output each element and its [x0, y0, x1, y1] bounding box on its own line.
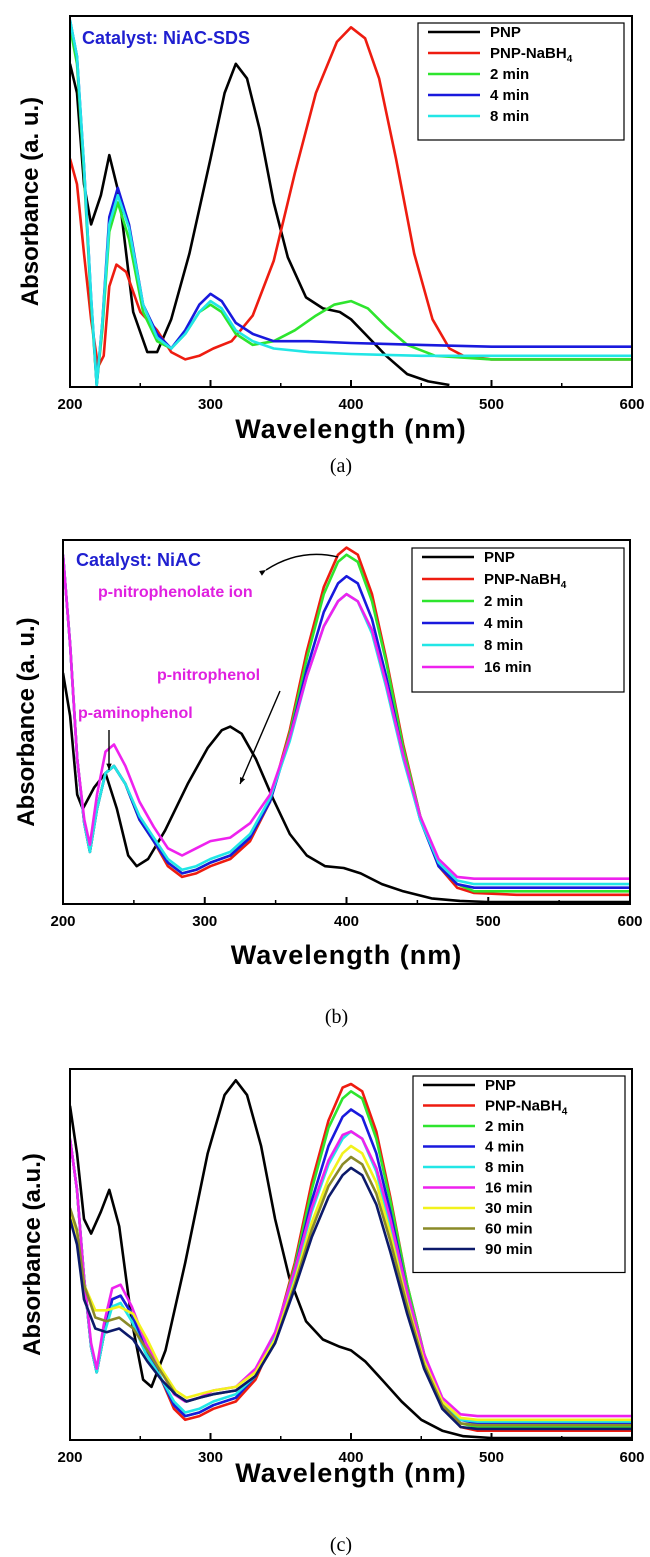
legend-entry: 8 min	[485, 1159, 524, 1176]
x-tick-label: 300	[198, 396, 223, 413]
series-line-16-min	[70, 1130, 632, 1418]
x-tick-label: 600	[619, 396, 644, 413]
x-tick-label: 500	[479, 1449, 504, 1466]
annotation-arrow	[265, 553, 339, 571]
legend-entry: 2 min	[490, 66, 529, 83]
legend-entry: 4 min	[484, 615, 523, 632]
chart-panel-b: 200 300 400 500 600 Wavelength (nm) Absorbance…	[13, 539, 643, 1028]
legend-entry: 30 min	[485, 1200, 533, 1217]
x-tick-label: 200	[50, 913, 75, 930]
y-axis-label: Absorbance (a. u.)	[13, 617, 40, 826]
legend-entry: PNP	[484, 549, 515, 566]
chart-panel-c: 200 300 400 500 600 Wavelength (nm) Absorbance…	[19, 1068, 645, 1556]
x-tick-label: 400	[338, 396, 363, 413]
annotation-catalyst-niac: Catalyst: NiAC	[76, 550, 201, 570]
legend-entry: 2 min	[485, 1118, 524, 1135]
annotation-arrow	[239, 690, 281, 785]
arrow-head	[259, 570, 266, 576]
arrow-head	[106, 763, 112, 770]
annotation-p-nitrophenolate-ion: p-nitrophenolate ion	[98, 584, 253, 601]
legend-box	[417, 22, 625, 141]
legend-entry: 90 min	[485, 1241, 533, 1258]
legend-entry: PNP	[485, 1077, 516, 1094]
x-tick-label: 400	[334, 913, 359, 930]
x-tick-label: 500	[479, 396, 504, 413]
legend-entry: PNP-NaBH4	[490, 45, 573, 65]
legend-entry: PNP	[490, 24, 521, 41]
chart-panel-a: 200 300 400 500 600 Wavelength (nm) Absorbance…	[17, 15, 645, 477]
panel-label: (b)	[325, 1006, 348, 1028]
x-axis-label: Wavelength (nm)	[231, 940, 463, 970]
y-axis-label: Absorbance (a.u.)	[19, 1153, 46, 1356]
legend-box	[412, 1075, 626, 1274]
x-tick-label: 600	[619, 1449, 644, 1466]
legend-entry: 4 min	[485, 1139, 524, 1156]
x-axis-label: Wavelength (nm)	[235, 414, 467, 444]
series-line-8-min	[70, 19, 632, 387]
arrow-head	[240, 777, 246, 784]
y-axis-label: Absorbance (a. u.)	[17, 97, 44, 306]
legend-entry: 2 min	[484, 593, 523, 610]
x-tick-label: 500	[476, 913, 501, 930]
legend-entry: PNP-NaBH4	[484, 571, 567, 591]
annotation-p-nitrophenol: p-nitrophenol	[157, 667, 260, 684]
x-tick-label: 200	[57, 1449, 82, 1466]
annotation-catalyst-niac-sds: Catalyst: NiAC-SDS	[82, 28, 250, 48]
x-tick-label: 300	[198, 1449, 223, 1466]
legend-entry: 8 min	[484, 637, 523, 654]
legend-entry: 60 min	[485, 1221, 533, 1238]
series-line-pnp	[70, 1079, 632, 1440]
x-tick-label: 400	[338, 1449, 363, 1466]
series-line-16-min	[63, 554, 630, 880]
legend-entry: 8 min	[490, 108, 529, 125]
panel-label: (a)	[330, 455, 352, 477]
legend-entry: PNP-NaBH4	[485, 1098, 568, 1118]
series-line-pnp	[70, 62, 450, 387]
series-line-90-min	[70, 1166, 632, 1431]
x-tick-label: 600	[617, 913, 642, 930]
legend-entry: 16 min	[484, 659, 532, 676]
x-tick-label: 200	[57, 396, 82, 413]
legend-entry: 4 min	[490, 87, 529, 104]
annotation-p-aminophenol: p-aminophenol	[78, 705, 193, 722]
x-tick-label: 300	[192, 913, 217, 930]
panel-label: (c)	[330, 1534, 352, 1556]
series-line-pnp	[63, 672, 630, 904]
legend-entry: 16 min	[485, 1180, 533, 1197]
x-axis-label: Wavelength (nm)	[235, 1458, 467, 1488]
